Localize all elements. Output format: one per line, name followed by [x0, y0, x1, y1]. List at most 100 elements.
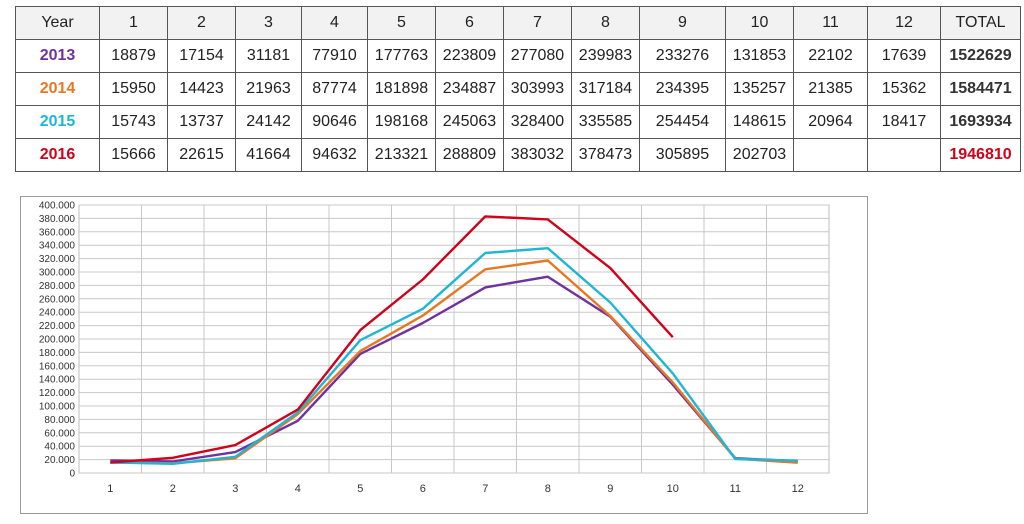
value-cell: 245063 — [435, 105, 504, 139]
y-tick-label: 120.000 — [39, 388, 76, 399]
header-cell: 10 — [725, 6, 794, 40]
value-cell: 234887 — [435, 72, 504, 106]
x-tick-label: 11 — [730, 483, 741, 495]
table-row: 2016 15666 22615 41664 94632 213321 288809 3830… — [15, 138, 1021, 172]
value-cell: 181898 — [367, 72, 436, 106]
y-tick-label: 320.000 — [39, 254, 76, 265]
value-cell: 277080 — [503, 39, 572, 73]
value-cell: 21385 — [793, 72, 868, 106]
value-cell: 233276 — [639, 39, 726, 73]
value-cell: 328400 — [503, 105, 572, 139]
value-cell: 177763 — [367, 39, 436, 73]
year-cell: 2016 — [15, 138, 100, 172]
header-cell: 3 — [235, 6, 302, 40]
table-header-row: Year 1 2 3 4 5 6 7 8 9 10 11 12 TOTAL — [15, 6, 1021, 40]
value-cell: 135257 — [725, 72, 794, 106]
value-cell — [867, 138, 941, 172]
value-cell: 15666 — [99, 138, 168, 172]
header-cell: 12 — [867, 6, 941, 40]
series-line-2015 — [110, 247, 798, 465]
value-cell: 15950 — [99, 72, 168, 106]
y-tick-label: 60.000 — [44, 428, 75, 439]
value-cell: 17639 — [867, 39, 941, 73]
value-cell: 41664 — [235, 138, 302, 172]
value-cell: 148615 — [725, 105, 794, 139]
value-cell: 22102 — [793, 39, 868, 73]
y-tick-label: 360.000 — [39, 227, 76, 238]
value-cell: 223809 — [435, 39, 504, 73]
table-row: 2014 15950 14423 21963 87774 181898 234887 3039… — [15, 72, 1021, 106]
header-cell: 9 — [639, 6, 726, 40]
y-tick-label: 140.000 — [39, 375, 76, 386]
y-tick-label: 100.000 — [39, 402, 76, 413]
value-cell: 202703 — [725, 138, 794, 172]
value-cell: 15743 — [99, 105, 168, 139]
y-tick-label: 20.000 — [44, 455, 75, 466]
year-cell: 2013 — [15, 39, 100, 73]
value-cell: 378473 — [571, 138, 640, 172]
header-cell: TOTAL — [940, 6, 1021, 40]
value-cell: 15362 — [867, 72, 941, 106]
value-cell: 213321 — [367, 138, 436, 172]
y-tick-label: 40.000 — [44, 442, 75, 453]
y-tick-label: 180.000 — [39, 348, 76, 359]
y-tick-label: 220.000 — [39, 321, 76, 332]
x-tick-label: 9 — [607, 483, 613, 495]
x-tick-label: 4 — [295, 483, 301, 495]
value-cell: 94632 — [301, 138, 368, 172]
x-tick-label: 1 — [107, 483, 113, 495]
value-cell: 317184 — [571, 72, 640, 106]
header-cell: 6 — [435, 6, 504, 40]
series-line-2016 — [110, 215, 674, 464]
value-cell: 234395 — [639, 72, 726, 106]
value-cell: 22615 — [167, 138, 236, 172]
header-cell: 1 — [99, 6, 168, 40]
y-tick-label: 0 — [69, 469, 75, 480]
y-tick-label: 340.000 — [39, 241, 76, 252]
total-cell: 1946810 — [940, 138, 1021, 172]
value-cell: 31181 — [235, 39, 302, 73]
value-cell: 18879 — [99, 39, 168, 73]
y-tick-label: 280.000 — [39, 281, 76, 292]
value-cell — [793, 138, 868, 172]
chart-svg: 0 20.000 40.000 60.000 80.000 100.000 120.000 1… — [39, 201, 830, 495]
table-row: 2015 15743 13737 24142 90646 198168 245063 3284… — [15, 105, 1021, 139]
value-cell: 87774 — [301, 72, 368, 106]
y-tick-label: 260.000 — [39, 294, 76, 305]
total-cell: 1584471 — [940, 72, 1021, 106]
x-tick-label: 3 — [232, 483, 238, 495]
header-cell: 7 — [503, 6, 572, 40]
header-cell: 8 — [571, 6, 640, 40]
y-tick-label: 80.000 — [44, 415, 75, 426]
header-cell: 11 — [793, 6, 868, 40]
value-cell: 303993 — [503, 72, 572, 106]
value-cell: 77910 — [301, 39, 368, 73]
value-cell: 239983 — [571, 39, 640, 73]
header-cell: 2 — [167, 6, 236, 40]
y-tick-label: 300.000 — [39, 268, 76, 279]
header-cell: Year — [15, 6, 100, 40]
value-cell: 383032 — [503, 138, 572, 172]
y-tick-label: 380.000 — [39, 214, 76, 225]
y-tick-label: 240.000 — [39, 308, 76, 319]
value-cell: 305895 — [639, 138, 726, 172]
x-tick-label: 12 — [792, 483, 804, 495]
x-tick-label: 5 — [357, 483, 363, 495]
x-tick-label: 8 — [545, 483, 551, 495]
y-tick-label: 160.000 — [39, 361, 76, 372]
header-cell: 5 — [367, 6, 436, 40]
value-cell: 335585 — [571, 105, 640, 139]
year-cell: 2014 — [15, 72, 100, 106]
line-chart: 0 20.000 40.000 60.000 80.000 100.000 120.000 1… — [20, 196, 868, 514]
value-cell: 17154 — [167, 39, 236, 73]
x-tick-label: 10 — [667, 483, 679, 495]
value-cell: 254454 — [639, 105, 726, 139]
value-cell: 21963 — [235, 72, 302, 106]
value-cell: 13737 — [167, 105, 236, 139]
value-cell: 24142 — [235, 105, 302, 139]
value-cell: 90646 — [301, 105, 368, 139]
total-cell: 1522629 — [940, 39, 1021, 73]
value-cell: 14423 — [167, 72, 236, 106]
year-cell: 2015 — [15, 105, 100, 139]
x-tick-label: 7 — [482, 483, 488, 495]
